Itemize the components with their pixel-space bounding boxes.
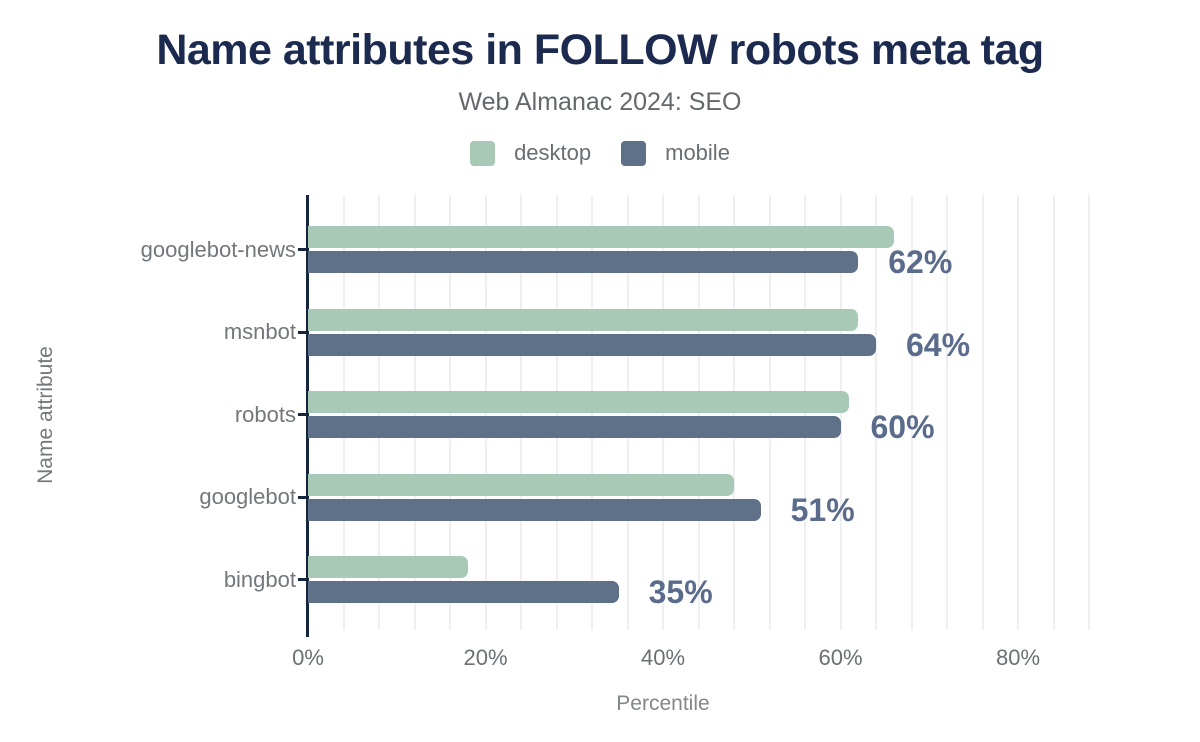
bar-desktop-bingbot [308,556,468,578]
bar-mobile-googlebot-news [308,251,859,273]
y-axis-tick [298,495,308,499]
gridline [946,195,948,630]
legend-item-mobile: mobile [621,140,730,166]
desktop-swatch-icon [470,140,496,166]
x-tick-label: 20% [463,645,508,670]
x-tick-label: 40% [640,645,686,670]
category-label: googlebot [199,484,296,509]
mobile-swatch-icon [621,140,647,166]
gridline [1052,195,1055,630]
bar-mobile-msnbot [308,333,876,356]
gridline [1088,195,1090,630]
chart-subtitle: Web Almanac 2024: SEO [458,88,742,116]
y-axis-tick [298,248,308,251]
bar-value-label: 62% [888,244,953,280]
bar-value-label: 35% [648,574,713,610]
bar-mobile-bingbot [308,581,619,603]
gridline [981,195,984,630]
gridline [1017,195,1019,630]
category-label: googlebot-news [140,236,296,262]
y-axis-tick [298,578,308,581]
bar-value-label: 60% [870,409,935,445]
bar-value-label: 51% [790,491,855,528]
legend-item-desktop: desktop [470,140,591,166]
x-tick-label: 80% [995,645,1041,670]
bar-mobile-robots [308,416,841,438]
y-axis-tick [298,330,308,334]
y-axis-line [306,195,309,637]
chart-title: Name attributes in FOLLOW robots meta ta… [156,26,1044,74]
category-label: robots [234,401,296,427]
legend: desktop mobile [0,140,1200,166]
bar-desktop-msnbot [308,308,859,331]
gridline [875,195,877,630]
x-axis-title: Percentile [616,692,710,715]
bar-mobile-googlebot [308,498,761,521]
plot-area [298,195,1103,637]
bar-desktop-robots [308,391,850,413]
bar-desktop-googlebot-news [308,226,894,248]
category-label: msnbot [223,319,296,344]
bar-value-label: 64% [906,326,971,363]
x-tick-label: 0% [292,645,324,670]
x-tick-label: 60% [818,645,863,670]
y-axis-tick [298,413,308,416]
bar-desktop-googlebot [308,473,734,496]
gridline [910,195,913,630]
legend-label-desktop: desktop [514,140,592,165]
legend-label-mobile: mobile [665,140,730,165]
category-label: bingbot [223,566,296,592]
